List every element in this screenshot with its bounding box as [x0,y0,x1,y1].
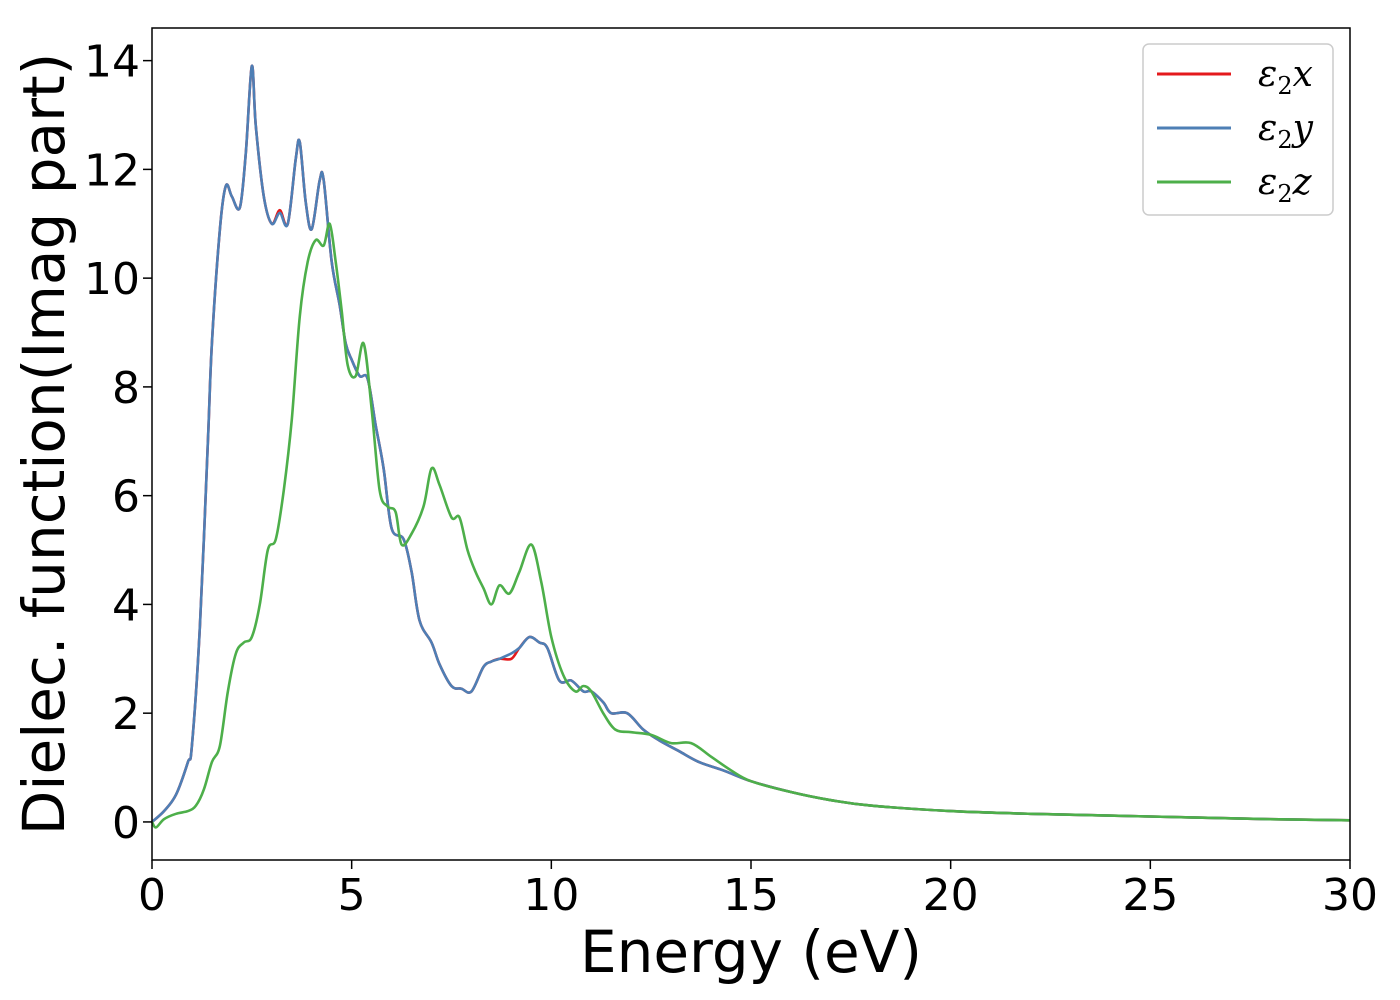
y-axis-ticks: 0 2 4 6 8 10 12 14 [84,37,152,849]
x-tick-label: 5 [338,870,366,921]
x-tick-label: 0 [138,870,166,921]
y-tick-label: 4 [112,580,140,631]
y-tick-label: 0 [112,798,140,849]
y-tick-label: 2 [112,689,140,740]
x-axis-ticks: 0 5 10 15 20 25 30 [138,860,1378,921]
x-tick-label: 30 [1322,870,1378,921]
y-tick-label: 10 [84,254,140,305]
y-axis-title: Dielec. function(Imag part) [10,53,78,836]
y-tick-label: 14 [84,37,140,88]
series-line-y [151,64,1351,823]
series-line-z [150,222,1351,829]
y-tick-label: 6 [112,472,140,523]
x-axis-title: Energy (eV) [580,918,922,986]
legend-label-z: ε2z [1258,162,1313,208]
x-tick-label: 20 [923,870,979,921]
legend-box [1142,43,1334,216]
y-tick-label: 12 [84,145,140,196]
legend: ε2x ε2y ε2z [1142,43,1334,216]
y-tick-label: 8 [112,363,140,414]
plot-lines [150,64,1351,829]
legend-label-y: ε2y [1258,108,1314,154]
x-tick-label: 15 [723,870,779,921]
x-tick-label: 10 [523,870,579,921]
legend-label-x: ε2x [1258,54,1313,100]
x-tick-label: 25 [1122,870,1178,921]
